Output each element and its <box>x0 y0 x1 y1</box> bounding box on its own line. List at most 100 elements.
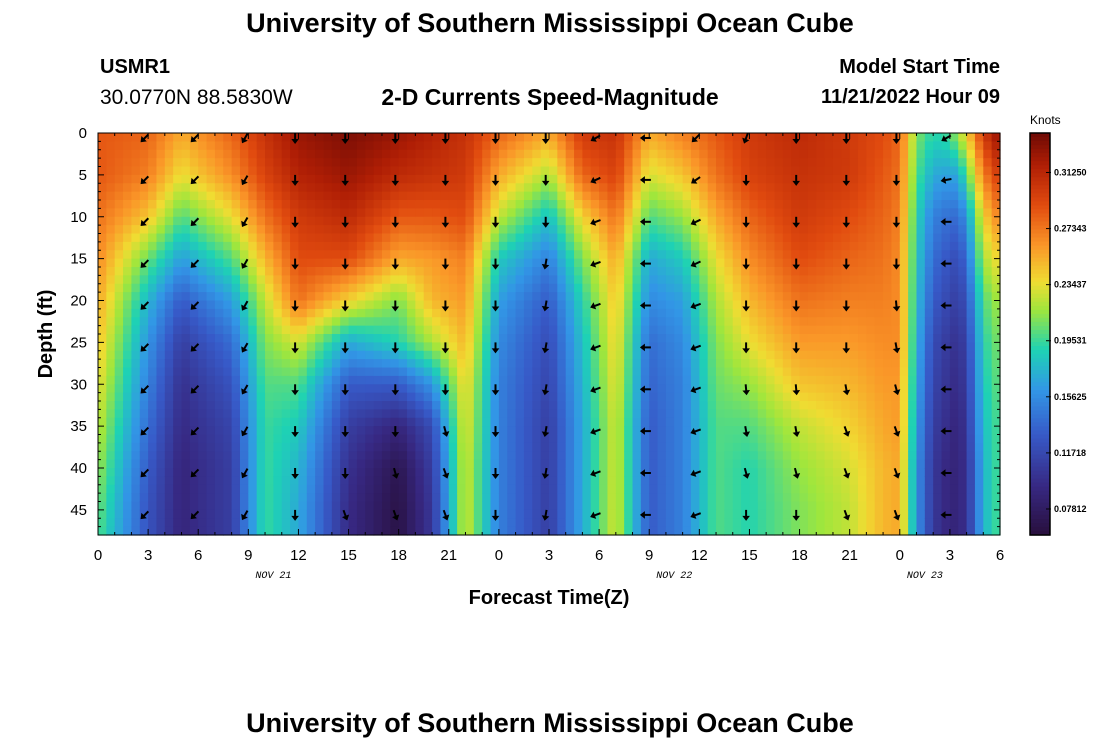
heatmap-cell <box>473 442 483 452</box>
heatmap-cell <box>173 342 183 352</box>
heatmap-cell <box>390 158 400 168</box>
heatmap-cell <box>749 225 759 235</box>
heatmap-cell <box>607 509 617 519</box>
heatmap-cell <box>106 300 116 310</box>
heatmap-cell <box>665 275 675 285</box>
heatmap-cell <box>223 459 233 469</box>
heatmap-cell <box>824 300 834 310</box>
heatmap-cell <box>532 459 542 469</box>
heatmap-cell <box>348 359 358 369</box>
heatmap-cell <box>891 308 901 318</box>
heatmap-cell <box>181 417 191 427</box>
heatmap-cell <box>640 459 650 469</box>
heatmap-cell <box>206 250 216 260</box>
heatmap-cell <box>181 308 191 318</box>
heatmap-cell <box>958 334 968 343</box>
heatmap-cell <box>849 518 859 528</box>
heatmap-cell <box>774 375 784 385</box>
heatmap-cell <box>290 484 300 494</box>
heatmap-cell <box>849 233 859 243</box>
heatmap-cell <box>340 149 350 159</box>
heatmap-cell <box>682 350 692 360</box>
heatmap-cell <box>381 334 391 343</box>
heatmap-cell <box>131 141 141 151</box>
heatmap-cell <box>298 216 308 226</box>
heatmap-cell <box>156 334 166 343</box>
heatmap-cell <box>883 350 893 360</box>
heatmap-cell <box>924 216 934 226</box>
heatmap-cell <box>883 292 893 302</box>
heatmap-cell <box>824 384 834 394</box>
heatmap-cell <box>615 367 625 377</box>
heatmap-cell <box>432 191 442 201</box>
heatmap-cell <box>724 493 734 503</box>
heatmap-cell <box>381 216 391 226</box>
heatmap-cell <box>615 158 625 168</box>
heatmap-cell <box>473 367 483 377</box>
heatmap-cell <box>866 334 876 343</box>
heatmap-cell <box>624 233 634 243</box>
heatmap-cell <box>540 200 550 209</box>
heatmap-cell <box>440 158 450 168</box>
heatmap-cell <box>540 526 550 536</box>
heatmap-cell <box>482 292 492 302</box>
heatmap-cell <box>640 493 650 503</box>
heatmap-cell <box>858 241 867 251</box>
heatmap-cell <box>582 417 592 427</box>
heatmap-cell <box>415 292 425 302</box>
heatmap-cell <box>214 300 224 310</box>
heatmap-cell <box>340 484 350 494</box>
heatmap-cell <box>958 183 968 193</box>
heatmap-cell <box>599 468 609 477</box>
heatmap-cell <box>874 149 884 159</box>
heatmap-cell <box>356 350 366 360</box>
heatmap-cell <box>782 216 792 226</box>
heatmap-cell <box>181 267 191 276</box>
heatmap-cell <box>782 451 792 461</box>
heatmap-cell <box>624 241 634 251</box>
heatmap-cell <box>774 200 784 209</box>
heatmap-cell <box>298 493 308 503</box>
heatmap-cell <box>114 283 124 293</box>
heatmap-cell <box>398 359 408 369</box>
heatmap-cell <box>465 141 475 151</box>
heatmap-cell <box>98 417 107 427</box>
heatmap-cell <box>239 459 249 469</box>
heatmap-cell <box>858 451 867 461</box>
heatmap-cell <box>649 375 659 385</box>
heatmap-cell <box>574 250 584 260</box>
heatmap-cell <box>540 325 550 335</box>
heatmap-cell <box>340 283 350 293</box>
heatmap-cell <box>657 359 667 369</box>
heatmap-cell <box>607 384 617 394</box>
heatmap-cell <box>365 300 375 310</box>
heatmap-cell <box>306 317 316 327</box>
heatmap-cell <box>916 434 926 444</box>
heatmap-cell <box>807 208 817 218</box>
heatmap-cell <box>348 342 358 352</box>
heatmap-cell <box>791 451 801 461</box>
heatmap-cell <box>674 526 684 536</box>
heatmap-cell <box>682 216 692 226</box>
heatmap-cell <box>473 325 483 335</box>
heatmap-cell <box>883 325 893 335</box>
heatmap-cell <box>732 149 742 159</box>
heatmap-cell <box>515 174 525 184</box>
heatmap-cell <box>473 258 483 268</box>
heatmap-cell <box>674 216 684 226</box>
heatmap-cell <box>774 133 784 142</box>
heatmap-cell <box>874 158 884 168</box>
heatmap-cell <box>899 166 909 176</box>
heatmap-cell <box>198 300 208 310</box>
heatmap-cell <box>540 308 550 318</box>
heatmap-cell <box>540 275 550 285</box>
heatmap-cell <box>181 191 191 201</box>
heatmap-cell <box>198 409 208 419</box>
heatmap-cell <box>841 267 851 276</box>
heatmap-cell <box>523 459 533 469</box>
heatmap-cell <box>549 401 558 410</box>
heatmap-cell <box>582 267 592 276</box>
heatmap-cell <box>741 308 751 318</box>
heatmap-cell <box>490 325 500 335</box>
heatmap-cell <box>841 359 851 369</box>
